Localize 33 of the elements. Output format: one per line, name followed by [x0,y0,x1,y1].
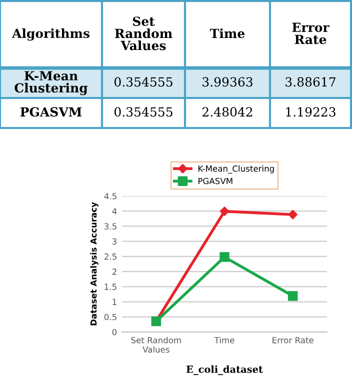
y-tick-label: 4 [112,208,117,214]
x-tick-label: Error Rate [272,337,314,344]
point [288,291,298,301]
x-tick-label: Set Random Values [131,336,181,353]
point [220,206,230,216]
data-label: 3.99363 [202,77,252,87]
y-tick-label: 1 [112,298,116,305]
legend-label: PGASVM [198,178,232,184]
data-label: 0.354555 [114,77,172,87]
category-label: Error Rate [292,22,330,44]
text: Algorithms [12,28,90,41]
data-label: 1.19223 [286,107,336,117]
data-label: 3.88617 [286,77,336,87]
x-axis-title: E_coli_dataset [186,365,263,376]
legend-label: K-Mean_Clustering [198,165,274,174]
category-label: Time [210,28,245,38]
y-axis-title: Dataset Analysis Accuracy [90,202,98,326]
y-tick-label: 4.5 [104,193,116,200]
text: K-Mean Clustering [14,71,88,96]
y-tick-label: 2.5 [104,253,116,260]
point [220,252,230,262]
point [288,210,298,220]
y-tick-label: 0.5 [104,314,116,320]
y-tick-label: 0 [112,328,117,336]
text: PGASVM [20,107,82,117]
category-label: Set Random Values [115,16,172,50]
x-tick-label: Time [214,336,234,344]
y-tick-label: 3 [112,238,116,245]
y-tick-label: 1.5 [104,284,116,290]
y-tick-label: 2 [112,268,116,275]
y-tick-label: 3.5 [104,223,116,230]
data-label: 0.354555 [114,107,172,117]
data-label: 2.48042 [202,107,252,117]
